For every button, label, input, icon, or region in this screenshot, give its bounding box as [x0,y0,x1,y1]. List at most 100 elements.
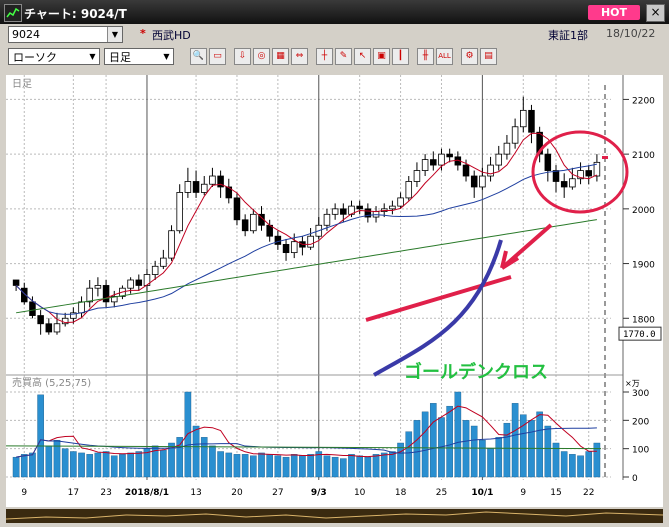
volume-bar[interactable] [225,452,233,478]
title-bar[interactable]: チャート: 9024/T HOT × [0,0,669,24]
candle[interactable] [78,301,85,314]
candle[interactable] [520,109,527,128]
candle[interactable] [209,175,216,185]
volume-bar[interactable] [45,445,53,478]
volume-bar[interactable] [479,439,486,478]
all-icon[interactable]: ALL [436,48,453,65]
candle[interactable] [21,287,28,303]
box-icon[interactable]: ▣ [373,48,390,65]
volume-bar[interactable] [102,451,110,478]
candle[interactable] [389,205,396,210]
candle[interactable] [53,323,61,333]
volume-bar[interactable] [37,394,44,478]
candle[interactable] [446,153,453,158]
volume-bar[interactable] [446,405,453,478]
volume-bar[interactable] [217,451,224,478]
volume-bar[interactable] [560,451,568,478]
candle[interactable] [86,287,93,303]
volume-bar[interactable] [544,425,552,478]
candle[interactable] [552,170,560,182]
candle[interactable] [217,175,224,188]
volume-bar[interactable] [331,456,339,478]
candle[interactable] [135,279,143,286]
volume-bar[interactable] [503,422,511,478]
volume-bar[interactable] [364,456,372,478]
volume-bar[interactable] [12,456,20,478]
volume-bar[interactable] [454,391,462,478]
candle[interactable] [225,186,233,199]
candle[interactable] [470,175,478,188]
candle[interactable] [487,164,494,177]
pencil-icon[interactable]: ✎ [335,48,352,65]
candle[interactable] [168,230,175,259]
volume-bar[interactable] [119,454,126,478]
candle-icon[interactable]: ┃ [392,48,409,65]
volume-bar[interactable] [585,451,593,478]
volume-bar[interactable] [29,452,36,478]
chart-type-select[interactable]: ローソク ▼ [8,48,100,65]
calendar-icon[interactable]: ▤ [480,48,497,65]
candle[interactable] [364,208,372,218]
candle[interactable] [560,181,568,188]
window-icon[interactable]: ▭ [209,48,226,65]
volume-bar[interactable] [241,454,249,478]
candle[interactable] [102,285,110,303]
volume-bar[interactable] [389,451,396,478]
candle[interactable] [250,213,257,232]
cursor-icon[interactable]: ↖ [354,48,371,65]
candle[interactable] [29,301,36,316]
candle[interactable] [503,142,511,155]
candle[interactable] [110,295,118,303]
candle[interactable] [331,208,339,215]
candle[interactable] [184,181,192,193]
candle[interactable] [323,213,331,226]
candle[interactable] [511,126,519,144]
volume-bar[interactable] [61,448,69,478]
candle[interactable] [421,159,429,171]
hot-button[interactable]: HOT [588,5,640,20]
volume-bar[interactable] [577,455,584,478]
volume-bar[interactable] [323,455,331,478]
candle[interactable] [413,170,421,182]
volume-bar[interactable] [511,403,519,478]
volume-bar[interactable] [53,439,61,478]
volume-bar[interactable] [356,455,363,478]
candle[interactable] [160,257,167,267]
candle[interactable] [405,181,413,199]
candle[interactable] [438,153,445,166]
symbol-code-input[interactable]: 9024 ▼ [8,26,123,43]
candle[interactable] [536,131,543,155]
volume-bar[interactable] [135,451,143,478]
split-icon[interactable]: ╫ [417,48,434,65]
chart-area[interactable]: 1800 1900 2000 2100 2200 1770.0 ×万 0 100 200 300 日足… [6,75,663,507]
volume-bar[interactable] [160,449,167,478]
volume-bar[interactable] [307,454,314,478]
ruler-icon[interactable]: ┼ [316,48,333,65]
candle[interactable] [397,197,404,207]
volume-bar[interactable] [250,455,257,478]
candle[interactable] [200,183,208,193]
volume-bar[interactable] [552,442,560,478]
chevron-down-icon[interactable]: ▼ [89,52,96,61]
volume-bar[interactable] [274,455,282,478]
volume-bar[interactable] [70,451,77,478]
candle[interactable] [12,279,20,286]
volume-bar[interactable] [413,420,421,478]
volume-bar[interactable] [233,454,241,478]
grid-icon[interactable]: ▦ [272,48,289,65]
candle[interactable] [495,153,503,166]
volume-bar[interactable] [176,437,184,478]
candle[interactable] [585,170,592,177]
volume-bar[interactable] [200,437,208,478]
candle[interactable] [274,235,282,245]
volume-bar[interactable] [421,411,429,478]
volume-bar[interactable] [495,437,503,478]
period-select[interactable]: 日足 ▼ [104,48,174,65]
volume-bar[interactable] [258,452,265,478]
volume-bar[interactable] [372,454,380,478]
volume-bar[interactable] [299,455,306,478]
chevron-down-icon[interactable]: ▼ [163,52,170,61]
volume-bar[interactable] [462,420,470,478]
candle[interactable] [290,241,298,254]
zoom-icon[interactable]: 🔍 [190,48,207,65]
